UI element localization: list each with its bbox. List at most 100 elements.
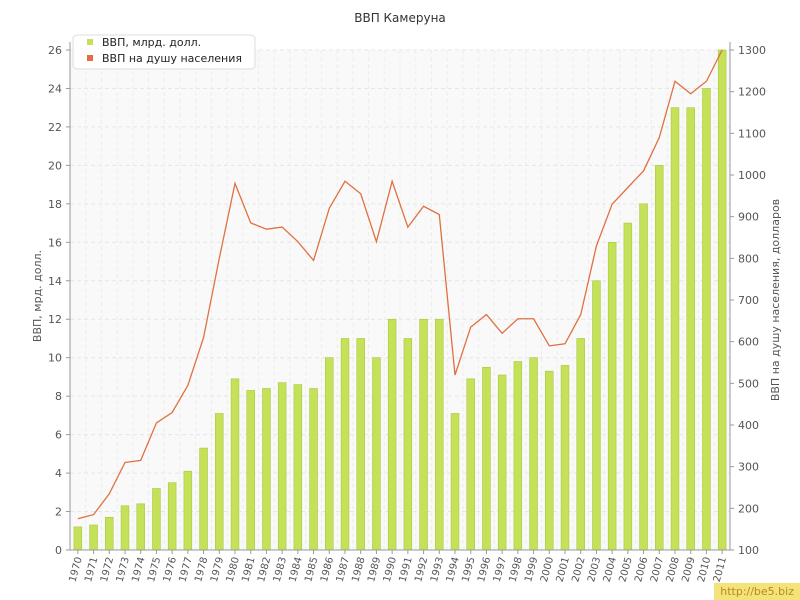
y-tick-label-right: 1000 [738,169,766,182]
bar-1975 [152,488,161,551]
bar-1973 [120,505,130,551]
y-tick-label-left: 22 [48,121,62,134]
legend-label-gdp-per-capita: ВВП на душу населения [102,52,242,65]
legend-label-gdp: ВВП, млрд. долл. [102,36,201,49]
bar-1989 [372,357,381,551]
y-tick-label-right: 300 [738,461,759,474]
watermark: http://be5.biz [714,583,800,600]
bar-2003 [592,280,601,551]
bar-2000 [545,370,554,551]
line-series [77,49,723,520]
x-tick-label: 1993 [429,556,446,583]
x-tick-label: 2003 [586,556,603,583]
gdp-per-capita-line [77,49,723,520]
x-tick-label: 1972 [99,556,116,583]
bar-1985 [309,388,318,551]
x-tick-label: 1999 [523,556,540,583]
bar-2011 [717,49,727,551]
y-tick-label-right: 200 [738,502,759,515]
bar-1984 [293,384,303,551]
y-tick-label-left: 0 [55,544,62,557]
y-tick-label-right: 400 [738,419,759,432]
x-tick-label: 1997 [492,556,509,583]
x-tick-label: 2004 [602,556,619,583]
bar-1981 [246,390,255,551]
x-tick-label: 2009 [680,556,697,583]
x-tick-label: 1981 [240,556,257,583]
x-tick-label: 1970 [68,556,85,583]
x-tick-label: 1971 [83,556,100,583]
x-tick-label: 2002 [570,556,587,583]
x-tick-label: 1991 [398,556,415,583]
x-tick-label: 1998 [508,556,525,583]
x-tick-label: 1979 [209,556,226,583]
legend-swatch-gdp-per-capita [87,55,93,61]
bar-2010 [702,88,711,551]
x-tick-label: 1985 [303,556,320,583]
y-tick-label-left: 16 [48,236,62,249]
y-tick-label-right: 1100 [738,127,766,140]
bar-1993 [435,318,444,551]
y-tick-label-left: 26 [48,44,62,57]
y-tick-label-right: 1200 [738,86,766,99]
x-tick-label: 2011 [712,556,729,583]
bar-2004 [607,242,617,551]
y-tick-label-right: 500 [738,377,759,390]
x-tick-label: 1996 [476,556,493,583]
y-tick-label-right: 600 [738,336,759,349]
bar-2008 [670,107,680,551]
bar-2007 [655,165,664,551]
y-axis-right-ticks: 100 200 300 400 500 600 700 800 900 1000 1100 1200 1… [730,44,766,557]
y-tick-label-left: 2 [55,506,62,519]
bar-series [73,49,727,551]
bar-1979 [215,413,224,551]
bar-1987 [340,338,350,551]
x-tick-label: 1994 [445,556,462,583]
x-tick-label: 1987 [335,556,352,583]
y-tick-label-right: 100 [738,544,759,557]
bar-1990 [387,318,397,551]
y-axis-left-title: ВВП, мрд. долл. [31,250,44,342]
bar-1986 [325,357,334,551]
x-tick-label: 1976 [162,556,179,583]
bar-1978 [199,447,208,551]
x-tick-label: 2008 [665,556,682,583]
bar-1982 [262,388,271,551]
x-tick-label: 2005 [618,556,635,583]
bar-1995 [466,378,475,551]
bar-1970 [73,526,83,551]
x-tick-label: 1973 [115,556,132,583]
x-tick-label: 1992 [413,556,430,583]
bar-2002 [576,338,585,551]
x-tick-label: 1978 [193,556,210,583]
bar-1980 [230,378,240,551]
y-tick-label-right: 900 [738,211,759,224]
bar-1976 [167,482,177,551]
y-tick-label-left: 12 [48,313,62,326]
x-tick-label: 1986 [319,556,336,583]
x-tick-label: 2001 [555,556,572,583]
x-tick-label: 1975 [146,556,163,583]
y-tick-label-left: 6 [55,429,62,442]
bar-1998 [513,361,523,551]
bar-2009 [686,107,695,551]
bar-1992 [419,318,428,551]
x-tick-label: 1995 [460,556,477,583]
legend: ВВП, млрд. долл. ВВП на душу населения [72,34,256,70]
x-tick-label: 2006 [633,556,650,583]
bar-1974 [136,503,145,551]
y-axis-right-title: ВВП на душу населения, долларов [769,199,782,401]
x-tick-label: 2000 [539,556,556,583]
x-tick-label: 1977 [178,556,195,583]
bar-1977 [183,470,193,551]
y-tick-label-left: 10 [48,352,62,365]
y-tick-label-right: 800 [738,252,759,265]
y-tick-label-left: 14 [48,275,62,288]
x-tick-label: 1980 [225,556,242,583]
chart-title: ВВП Камеруна [354,11,446,25]
x-tick-label: 1974 [130,556,147,583]
bar-1972 [105,517,114,551]
bar-1983 [277,382,287,551]
